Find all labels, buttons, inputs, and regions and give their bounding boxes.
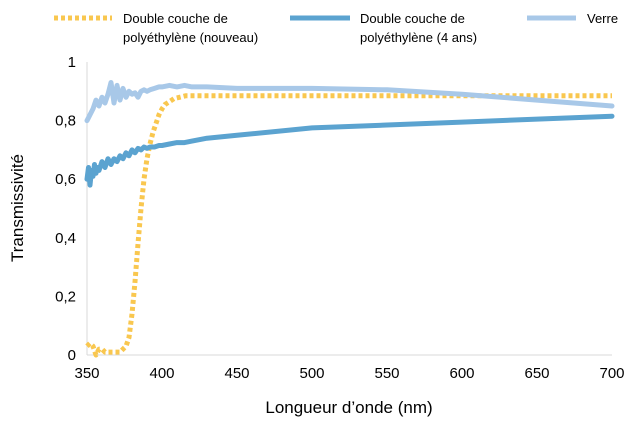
y-axis-title: Transmissivité	[8, 154, 27, 262]
y-tick-label: 0,6	[55, 171, 76, 188]
x-tick-label: 350	[74, 365, 99, 382]
y-tick-labels: 0 0,2 0,4 0,6 0,8 1	[55, 54, 76, 364]
y-tick-label: 1	[68, 54, 76, 71]
legend: Double couche de polyéthylène (nouveau) Do…	[54, 11, 618, 45]
x-tick-label: 450	[224, 365, 249, 382]
series-line-2	[84, 113, 615, 188]
legend-label-1: Double couche de	[123, 11, 228, 26]
x-tick-label: 500	[299, 365, 324, 382]
series-line-3	[84, 80, 615, 124]
x-tick-label: 550	[374, 365, 399, 382]
x-tick-label: 700	[599, 365, 624, 382]
y-tick-label: 0,8	[55, 113, 76, 130]
y-tick-label: 0,4	[55, 230, 76, 247]
x-tick-label: 600	[449, 365, 474, 382]
y-tick-label: 0,2	[55, 288, 76, 305]
legend-label-3: Verre	[587, 11, 618, 26]
x-axis-title: Longueur d’onde (nm)	[265, 398, 432, 417]
legend-label-1: polyéthylène (nouveau)	[123, 30, 258, 45]
x-tick-labels: 350 400 450 500 550 600 650 700	[74, 365, 624, 382]
x-tick-label: 650	[524, 365, 549, 382]
legend-label-2: Double couche de	[360, 11, 465, 26]
legend-label-2: polyéthylène (4 ans)	[360, 30, 477, 45]
series-line-1	[85, 93, 612, 358]
y-tick-label: 0	[68, 347, 76, 364]
x-tick-label: 400	[149, 365, 174, 382]
plot-area	[84, 80, 615, 358]
